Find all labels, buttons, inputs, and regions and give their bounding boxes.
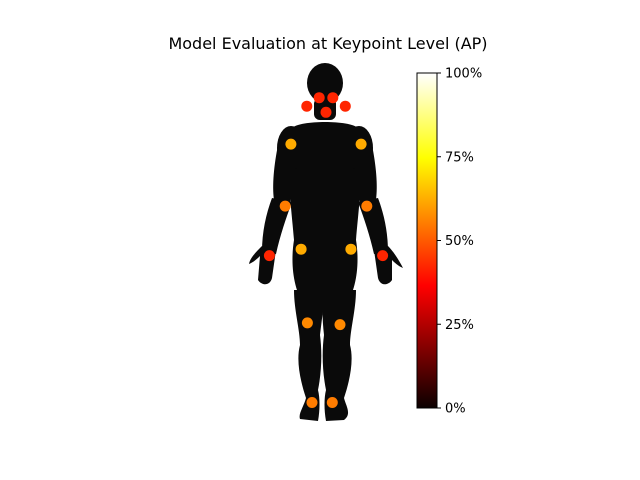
- keypoint-marker: [301, 317, 313, 329]
- colorbar: 0% 25% 50% 75% 100%: [416, 67, 482, 417]
- colorbar-tick-label: 100%: [445, 67, 482, 82]
- colorbar-tick-label: 75%: [445, 150, 474, 165]
- keypoint-marker: [313, 92, 325, 104]
- colorbar-tick-label: 25%: [445, 318, 474, 333]
- keypoint-marker: [345, 243, 357, 255]
- chart-title: Model Evaluation at Keypoint Level (AP): [168, 34, 487, 53]
- keypoint-marker: [263, 250, 275, 262]
- keypoint-marker: [327, 92, 339, 104]
- colorbar-tick-label: 0%: [445, 402, 466, 417]
- keypoint-marker: [326, 397, 338, 408]
- keypoint-marker: [295, 243, 307, 255]
- colorbar-ticks: 0% 25% 50% 75% 100%: [437, 67, 482, 417]
- keypoints-layer: [263, 92, 389, 408]
- keypoint-marker: [320, 106, 332, 118]
- keypoint-marker: [339, 100, 351, 112]
- keypoint-marker: [334, 319, 346, 331]
- keypoint-marker: [285, 138, 297, 150]
- keypoint-marker: [279, 200, 291, 212]
- keypoint-marker: [361, 200, 373, 212]
- keypoint-marker: [301, 100, 313, 112]
- colorbar-tick-label: 50%: [445, 234, 474, 249]
- colorbar-gradient: [416, 72, 438, 409]
- keypoint-marker: [377, 250, 389, 262]
- keypoint-marker: [355, 138, 367, 150]
- keypoint-marker: [306, 397, 318, 408]
